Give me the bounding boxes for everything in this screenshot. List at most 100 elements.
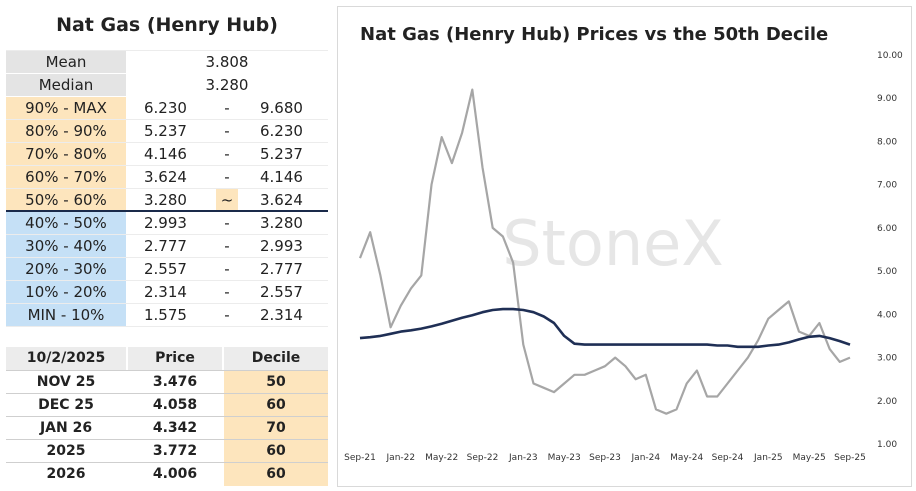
x-tick-label: Jan-24 [631, 453, 661, 463]
x-tick-label: Sep-23 [589, 453, 621, 463]
y-tick-label: 2.00 [877, 397, 897, 407]
x-tick-label: Jan-22 [386, 453, 416, 463]
x-tick-label: Jan-23 [508, 453, 538, 463]
header-decile: Decile [224, 347, 328, 370]
decile-high-value: 6.230 [260, 122, 303, 140]
decile-low-value: 2.314 [144, 283, 187, 301]
row-divider [6, 439, 328, 440]
contract-price: 3.476 [152, 374, 198, 390]
divider [6, 50, 328, 51]
decile-range-label: 70% - 80% [6, 143, 126, 165]
decile-separator: - [224, 283, 230, 301]
decile-separator: - [224, 145, 230, 163]
contract-decile: 60 [224, 463, 328, 486]
x-tick-label: May-24 [670, 453, 703, 463]
decile-range-label: 50% - 60% [6, 189, 126, 211]
decile-range-label: 40% - 50% [6, 212, 126, 234]
decile-separator: - [224, 260, 230, 278]
stat-value: 3.808 [205, 53, 249, 71]
contract-label: DEC 25 [38, 397, 94, 413]
price-row: JAN 26 4.342 70 [6, 417, 328, 440]
contract-decile: 70 [224, 417, 328, 440]
decile-separator: ~ [216, 189, 238, 211]
decile-range-label: 10% - 20% [6, 281, 126, 303]
price-chart: StoneX 1.00 2.00 3.00 4.00 5.00 6.00 7.00 8.00 9… [344, 51, 903, 463]
contract-label: JAN 26 [39, 420, 93, 436]
contract-price: 4.006 [152, 466, 198, 482]
chart-panel: Nat Gas (Henry Hub) Prices vs the 50th D… [337, 6, 912, 487]
row-divider [6, 119, 328, 120]
x-tick-label: Sep-24 [712, 453, 744, 463]
chart-title: Nat Gas (Henry Hub) Prices vs the 50th D… [360, 24, 829, 45]
decile-row: 20% - 30% 2.557 - 2.777 [6, 258, 328, 280]
decile-separator: - [224, 99, 230, 117]
decile-separator: - [224, 237, 230, 255]
stat-value: 3.280 [205, 76, 249, 94]
decile-row: 40% - 50% 2.993 - 3.280 [6, 212, 328, 234]
decile-low-value: 2.557 [144, 260, 187, 278]
row-divider [6, 257, 328, 258]
header-date: 10/2/2025 [6, 347, 126, 370]
decile-range-label: MIN - 10% [6, 304, 126, 326]
x-tick-label: Sep-21 [344, 453, 376, 463]
price-series-line [358, 88, 851, 415]
decile-range-label: 90% - MAX [6, 97, 126, 119]
decile-high-value: 4.146 [260, 168, 303, 186]
price-table-header: 10/2/2025 Price Decile [6, 347, 328, 370]
contract-label: 2026 [46, 466, 86, 482]
row-divider [6, 326, 328, 327]
decile-table-title: Nat Gas (Henry Hub) [56, 14, 278, 36]
decile-range-label: 30% - 40% [6, 235, 126, 257]
y-tick-label: 9.00 [877, 94, 897, 104]
row-divider [6, 280, 328, 281]
contract-decile: 60 [224, 440, 328, 463]
x-tick-label: Sep-25 [834, 453, 866, 463]
row-divider [6, 393, 328, 394]
y-tick-label: 4.00 [877, 310, 897, 320]
price-row: 2025 3.772 60 [6, 440, 328, 463]
decile-low-value: 6.230 [144, 99, 187, 117]
decile-high-value: 2.993 [260, 237, 303, 255]
decile-low-value: 1.575 [144, 306, 187, 324]
y-tick-label: 10.00 [877, 51, 903, 61]
row-divider [6, 165, 328, 166]
row-divider [6, 234, 328, 235]
decile-separator: - [224, 168, 230, 186]
row-divider [6, 303, 328, 304]
row-divider [6, 142, 328, 143]
decile-row: 90% - MAX 6.230 - 9.680 [6, 97, 328, 119]
price-table: 10/2/2025 Price Decile NOV 25 3.476 50 DEC … [6, 347, 328, 486]
decile-high-value: 2.777 [260, 260, 303, 278]
x-tick-label: May-22 [425, 453, 458, 463]
contract-price: 3.772 [152, 443, 198, 459]
y-tick-label: 3.00 [877, 354, 897, 364]
stat-label: Mean [6, 51, 126, 73]
x-tick-label: May-23 [548, 453, 581, 463]
decile-row: MIN - 10% 1.575 - 2.314 [6, 304, 328, 326]
stat-row-median: Median 3.280 [6, 74, 328, 96]
decile-high-value: 2.557 [260, 283, 303, 301]
decile-separator: - [224, 122, 230, 140]
decile-row: 80% - 90% 5.237 - 6.230 [6, 120, 328, 142]
decile-low-value: 3.624 [144, 168, 187, 186]
decile-high-value: 5.237 [260, 145, 303, 163]
decile-table: Nat Gas (Henry Hub) Mean 3.808 Median 3.… [6, 6, 328, 327]
header-price: Price [128, 347, 222, 370]
decile-row: 50% - 60% 3.280 ~3.624 [6, 189, 328, 211]
price-row: 2026 4.006 60 [6, 463, 328, 486]
x-tick-label: Jan-25 [753, 453, 783, 463]
y-tick-label: 6.00 [877, 224, 897, 234]
price-row: DEC 25 4.058 60 [6, 394, 328, 417]
row-divider [6, 188, 328, 189]
contract-label: 2025 [46, 443, 86, 459]
y-tick-label: 1.00 [877, 440, 897, 450]
decile-row: 70% - 80% 4.146 - 5.237 [6, 143, 328, 165]
decile-range-label: 80% - 90% [6, 120, 126, 142]
decile-separator: - [224, 306, 230, 324]
y-tick-label: 8.00 [877, 137, 897, 147]
x-tick-label: Sep-22 [467, 453, 499, 463]
row-divider [6, 462, 328, 463]
decile-separator: - [224, 214, 230, 232]
decile-50th-series-line [359, 307, 851, 349]
contract-price: 4.342 [152, 420, 198, 436]
